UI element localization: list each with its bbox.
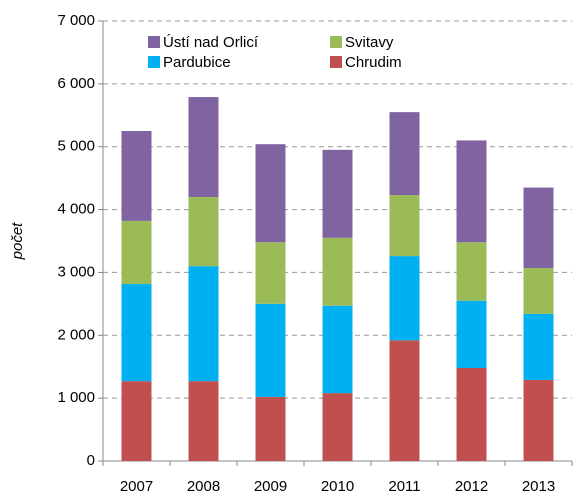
bar-segment — [121, 220, 152, 285]
y-tick-label: 7 000 — [57, 12, 95, 29]
bar-segment — [456, 300, 487, 368]
bar-segment — [322, 305, 353, 394]
y-tick-label: 3 000 — [57, 263, 95, 280]
bar-segment — [255, 242, 286, 304]
y-tick-label: 0 — [87, 452, 95, 469]
bar-segment — [456, 242, 487, 301]
bar-segment — [456, 367, 487, 461]
bar-segment — [188, 97, 219, 197]
y-tick-label: 6 000 — [57, 75, 95, 92]
bar-segment — [255, 303, 286, 397]
bar-segment — [121, 284, 152, 382]
bar-segment — [121, 381, 152, 461]
legend-label: Chrudim — [345, 54, 402, 71]
bar-segment — [389, 256, 420, 341]
x-tick-label: 2008 — [187, 478, 220, 495]
legend-swatch — [330, 56, 342, 68]
bar-segment — [456, 140, 487, 243]
bar-segment — [389, 340, 420, 461]
bar-segment — [255, 144, 286, 243]
x-tick-label: 2013 — [522, 478, 555, 495]
y-tick-label: 1 000 — [57, 389, 95, 406]
bar-segment — [523, 379, 554, 461]
y-tick-label: 2 000 — [57, 326, 95, 343]
x-tick-label: 2011 — [388, 478, 420, 495]
legend-label: Pardubice — [163, 54, 231, 71]
legend-swatch — [330, 36, 342, 48]
bar-segment — [322, 149, 353, 238]
bar-segment — [523, 187, 554, 269]
x-tick-label: 2012 — [455, 478, 488, 495]
bar-segment — [121, 131, 152, 221]
y-tick-label: 4 000 — [57, 201, 95, 218]
legend-swatch — [148, 36, 160, 48]
bar-segment — [188, 381, 219, 461]
y-axis-label: počet — [9, 222, 26, 261]
legend-label: Ústí nad Orlicí — [163, 34, 259, 51]
legend-swatch — [148, 56, 160, 68]
y-tick-label: 5 000 — [57, 138, 95, 155]
bar-segment — [523, 313, 554, 380]
legend-label: Svitavy — [345, 34, 394, 51]
bar-segment — [188, 266, 219, 382]
x-tick-label: 2007 — [120, 478, 153, 495]
bar-segment — [523, 268, 554, 314]
bar-segment — [389, 112, 420, 196]
bar-segment — [255, 396, 286, 461]
x-tick-label: 2010 — [321, 478, 354, 495]
bar-segment — [389, 195, 420, 257]
bar-segment — [322, 237, 353, 306]
x-tick-label: 2009 — [254, 478, 287, 495]
bar-segment — [322, 393, 353, 461]
bar-segment — [188, 197, 219, 267]
